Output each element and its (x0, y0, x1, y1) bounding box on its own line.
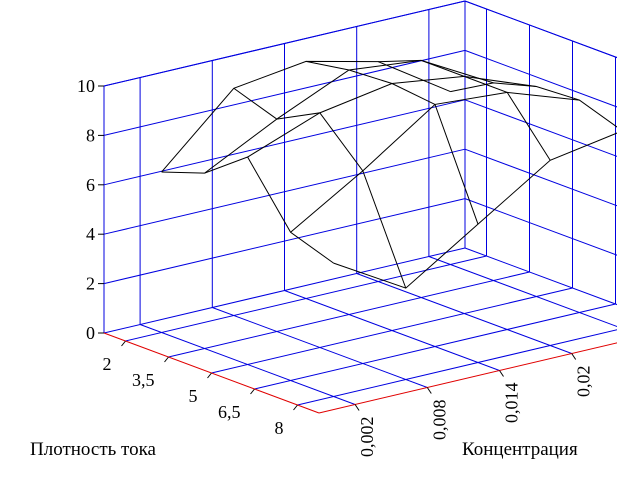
wall-grid-line (103, 99, 466, 186)
wall-grid-line (103, 49, 466, 136)
x-tick-label: 2 (103, 354, 112, 374)
x-tick-label: 5 (189, 386, 198, 406)
surface-col-line (305, 60, 479, 225)
surface-row-line (161, 60, 451, 173)
axis-layer (103, 332, 617, 414)
surface-col-line (378, 59, 551, 161)
x-tick-label: 6,5 (218, 402, 241, 422)
x-tick-label: 8 (275, 418, 284, 438)
wall-grid-line (103, 198, 466, 285)
floor-grid-line (356, 273, 572, 354)
surface-col-line (450, 82, 617, 128)
x-tick-mark (121, 340, 126, 347)
z-tick-label: 0 (86, 323, 95, 343)
floor-grid-line (139, 324, 356, 405)
y-tick-mark (499, 370, 504, 377)
x-tick-mark (250, 388, 255, 395)
z-tick-label: 2 (86, 274, 95, 294)
y-tick-mark (571, 353, 577, 360)
z-tick-label: 6 (86, 175, 95, 195)
floor-grid-line (297, 329, 617, 406)
surface-row-line (333, 132, 617, 289)
wall-grid-line (464, 247, 617, 306)
surface-col-line (161, 156, 334, 264)
wall-grid-line (103, 247, 466, 334)
floor-grid-line (428, 256, 617, 328)
y-tick-label: 0,002 (357, 417, 377, 458)
z-tick-label: 10 (77, 76, 95, 96)
y-tick-mark (354, 404, 360, 411)
box-edge (464, 0, 617, 59)
wall-grid-line (464, 198, 617, 256)
x-tick-mark (207, 372, 212, 379)
wall-grid-line (464, 99, 617, 157)
x-tick-mark (293, 404, 298, 411)
x-tick-mark (164, 356, 169, 363)
wall-grid-line (464, 49, 617, 108)
wall-grid-line (464, 148, 617, 207)
wall-grid-line (103, 148, 466, 235)
y-tick-mark (426, 387, 432, 394)
surface-col-line (233, 87, 407, 289)
grid-layer (103, 0, 617, 406)
floor-grid-line (284, 290, 500, 371)
surface-row-line (290, 91, 580, 233)
surface-layer (161, 59, 617, 289)
x-axis-title: Плотность тока (30, 439, 157, 460)
y-tick-label: 0,014 (502, 383, 522, 424)
floor-grid-line (212, 307, 428, 388)
box-edge (103, 0, 466, 87)
y-tick-label: 0,02 (574, 366, 594, 398)
y-tick-label: 0,008 (429, 400, 449, 441)
x-tick-label: 3,5 (132, 370, 155, 390)
y-axis-title: Концентрация (462, 439, 578, 460)
z-tick-label: 8 (86, 125, 95, 145)
z-tick-label: 4 (86, 224, 95, 244)
wall-grid-line (464, 0, 617, 59)
